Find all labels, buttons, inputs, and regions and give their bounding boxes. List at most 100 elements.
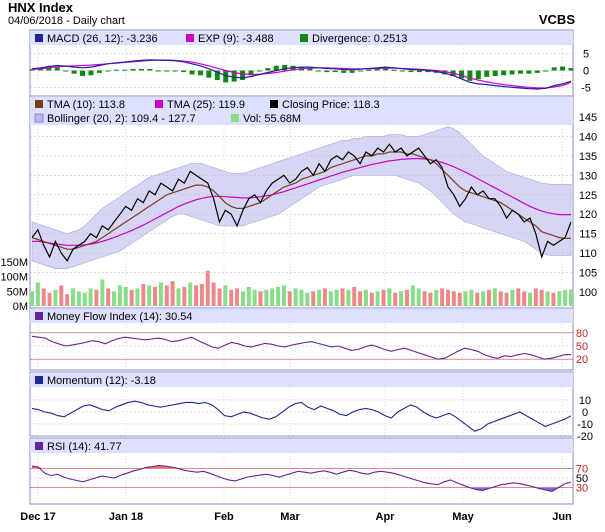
rsi-line [31,464,572,492]
brand-label: VCBS [538,12,575,27]
volume-bar [270,288,275,306]
x-label: May [452,511,474,523]
momentum-line [31,400,572,432]
volume-bar [569,289,573,306]
volume-bar [545,291,550,306]
volume-tick: 50M [7,286,28,298]
divergence-bar [467,70,473,81]
mfi-swatch [35,312,43,320]
legend-close: Closing Price: 118.3 [282,99,380,111]
volume-bar [563,289,568,306]
price-tick: 105 [579,268,597,280]
volume-bar [492,288,497,306]
divergence-bar [197,70,203,76]
volume-bar [404,289,409,306]
rsi-legend: RSI (14): 41.77 [30,439,573,453]
volume-bar [194,285,199,306]
divergence-bar [164,70,170,72]
divergence-bar [568,68,574,71]
price-tick: 130 [579,170,597,182]
volume-bar [504,292,509,306]
mfi-line [31,335,572,360]
volume-bar [481,291,486,306]
volume-bar [199,284,204,306]
close-swatch [270,100,278,108]
volume-bar [346,289,351,306]
volume-bar [47,292,52,306]
volume-bar [440,288,445,306]
volume-bar [53,289,58,306]
x-label: Jan 18 [109,511,143,523]
volume-bar [358,291,363,306]
divergence-bar [138,68,144,71]
volume-bar [30,291,34,306]
legend-rsi: RSI (14): 41.77 [47,441,122,453]
volume-bar [112,291,117,306]
legend-vol: Vol: 55.68M [243,113,301,125]
volume-bar [281,285,286,306]
divergence-bar [526,70,532,74]
mfi-legend: Money Flow Index (14): 30.54 [30,309,573,323]
momentum-swatch [35,376,43,384]
divergence-bar [341,70,347,73]
volume-bar [522,291,527,306]
volume-bar [457,292,462,306]
mfi-tick: 80 [576,328,588,340]
divergence-bar [442,70,448,75]
divergence-bar [551,67,557,71]
tma25-line [32,158,571,246]
momentum-tick: -20 [577,431,593,443]
volume-bar [211,282,216,306]
price-tick: 120 [579,209,597,221]
divergence-bar [416,70,422,73]
divergence-bar [88,70,94,76]
volume-bar [445,289,450,306]
divergence-bar [374,68,380,71]
bollinger-swatch [34,113,44,123]
divergence-bar [534,70,540,73]
divergence-bar [332,70,338,73]
macd-legend-div: Divergence: 0.2513 [312,33,407,45]
volume-bar [393,292,398,306]
momentum-legend: Momentum (12): -3.18 [30,373,573,387]
volume-bar [533,288,538,306]
volume-bar [117,285,122,306]
volume-bar [475,292,480,306]
rsi-legend-bg [30,439,573,453]
price-tick: 125 [579,190,597,202]
volume-bar [428,292,433,306]
volume-bar [129,289,134,306]
macd-legend-macd: MACD (26, 12): -3.236 [47,33,158,45]
mfi-tick: 50 [576,341,588,353]
divergence-bar [105,70,111,72]
volume-bar [299,289,304,306]
legend-mfi: Money Flow Index (14): 30.54 [47,311,193,323]
volume-bar [229,289,234,306]
volume-tick: 100M [0,272,28,284]
volume-bar [434,289,439,306]
volume-bar [123,286,128,306]
divergence-bar [383,68,389,71]
rsi-tick: 70 [576,463,588,475]
divergence-bar [366,69,372,71]
volume-bar [258,291,263,306]
divergence-bar [130,68,136,71]
volume-bar [317,289,322,306]
volume-bar [135,288,140,306]
divergence-bar [206,70,212,78]
volume-bar [334,289,339,306]
mfi-tick: 20 [576,354,588,366]
divergence-bar [96,70,102,73]
divergence-bar [231,70,237,82]
price-legend-bg [30,97,573,125]
volume-bar [387,288,392,306]
divergence-bar [223,70,229,83]
volume-bar [88,288,93,306]
divergence-bar [54,67,60,71]
divergence-bar [273,65,279,71]
bollinger-band [31,126,572,269]
volume-bar [100,279,105,306]
volume-bar [311,291,316,306]
volume-bar [82,292,87,306]
volume-bar [328,291,333,306]
